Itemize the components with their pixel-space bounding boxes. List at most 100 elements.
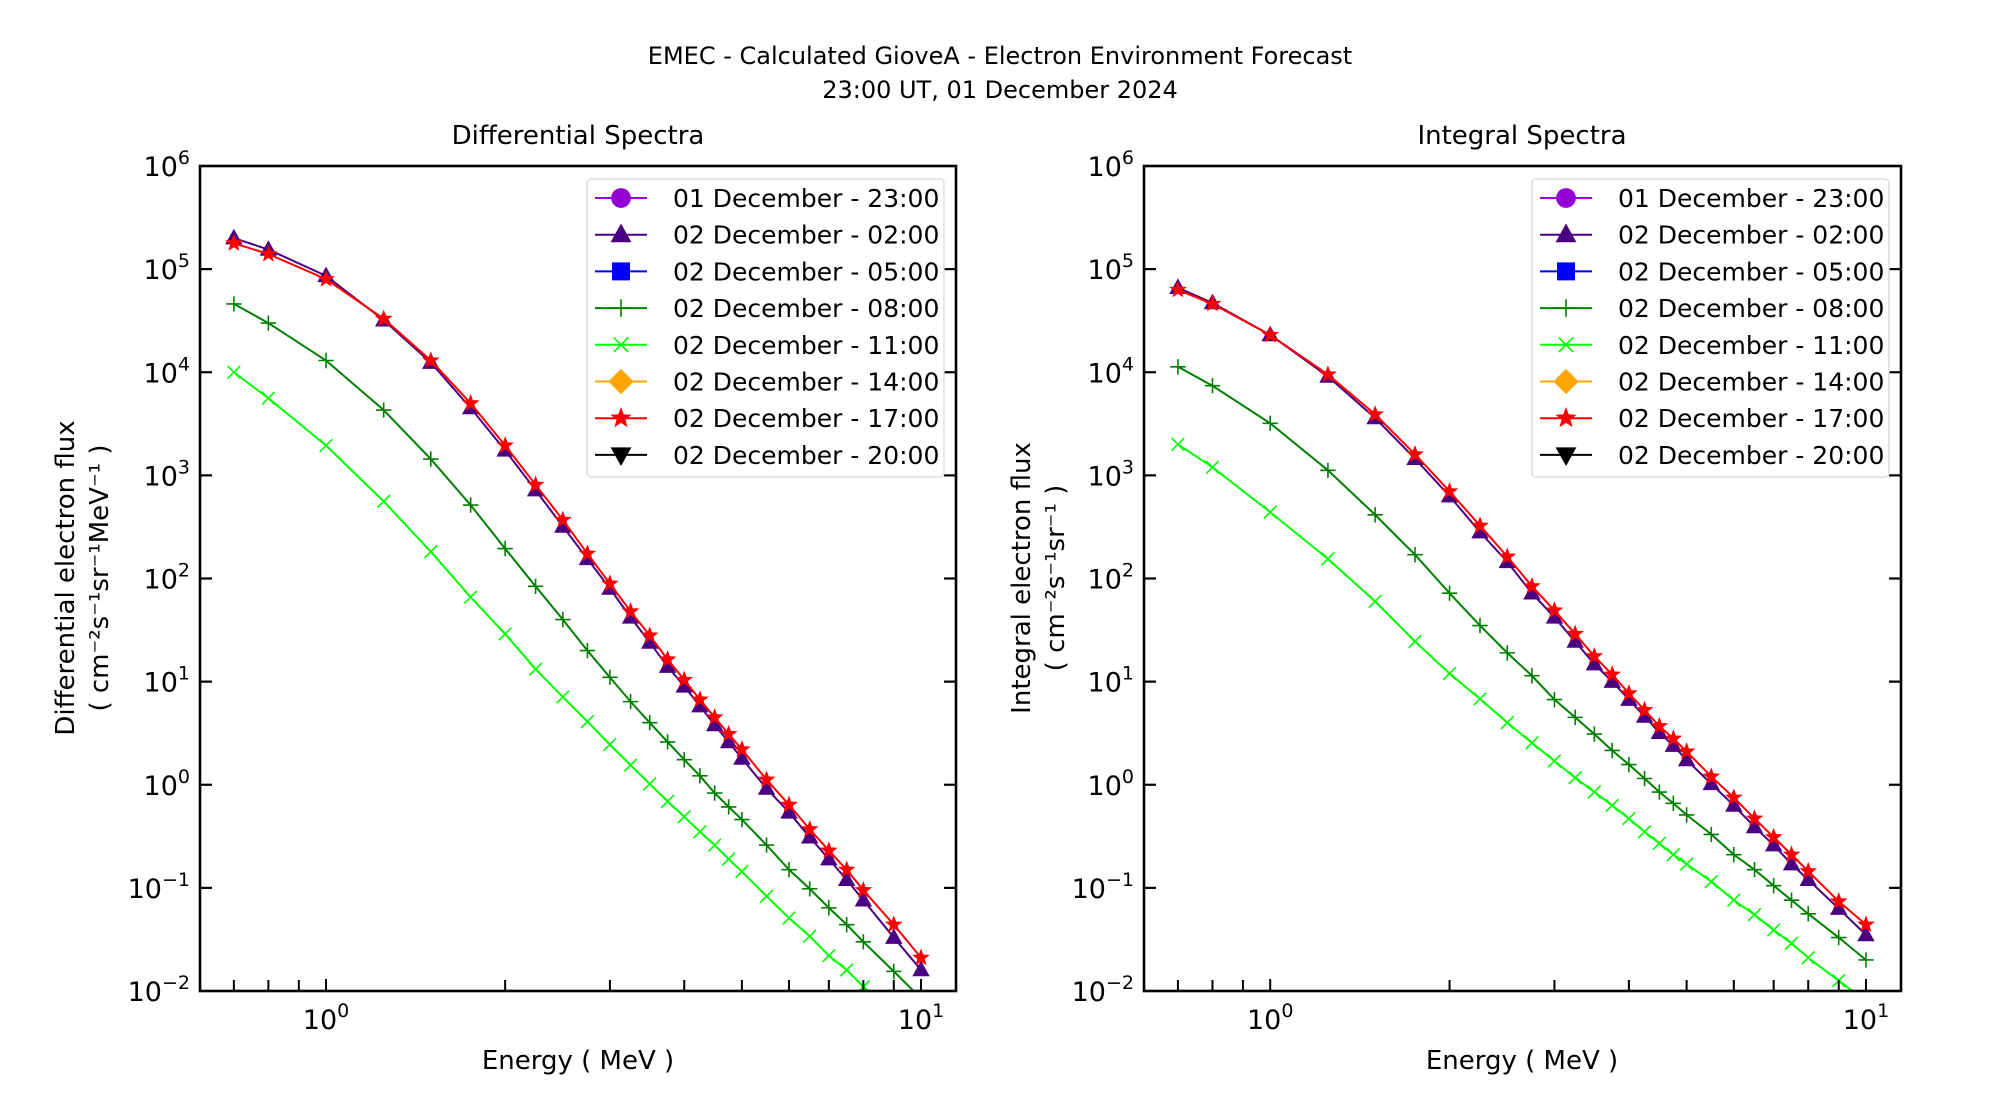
legend-box bbox=[586, 178, 945, 478]
legend-label: 02 December - 08:00 bbox=[673, 294, 939, 323]
data-point bbox=[318, 352, 334, 369]
y-tick-label: 10−2 bbox=[128, 972, 190, 1008]
y-axis-label-line2: ( cm⁻²s⁻¹sr⁻¹ ) bbox=[1041, 485, 1071, 672]
data-point bbox=[659, 734, 676, 750]
data-point bbox=[758, 837, 775, 853]
series-02-december-17-00 bbox=[1169, 280, 1875, 933]
data-point bbox=[757, 770, 776, 788]
data-point bbox=[1319, 365, 1337, 383]
y-tick-label: 102 bbox=[1088, 560, 1134, 596]
data-point bbox=[1441, 585, 1458, 601]
data-point bbox=[912, 960, 930, 977]
data-point bbox=[1829, 892, 1848, 909]
data-point bbox=[658, 650, 677, 667]
data-point bbox=[1547, 754, 1562, 768]
data-point bbox=[497, 540, 513, 557]
y-tick-label: 10−1 bbox=[1072, 869, 1134, 905]
legend-item: 02 December - 11:00 bbox=[595, 331, 939, 360]
data-point bbox=[693, 824, 707, 839]
data-point bbox=[1407, 547, 1423, 563]
y-tick-label: 105 bbox=[144, 250, 190, 286]
data-point bbox=[1679, 857, 1694, 871]
legend-marker-square-icon bbox=[1557, 262, 1575, 281]
data-point bbox=[579, 642, 596, 659]
legend-marker-triangle-up-icon bbox=[1555, 223, 1577, 243]
data-point bbox=[837, 860, 856, 878]
data-point bbox=[1724, 788, 1743, 806]
data-point bbox=[854, 890, 873, 907]
data-point bbox=[782, 911, 796, 925]
data-point bbox=[1782, 854, 1801, 871]
series-02-december-08-00 bbox=[1170, 359, 1874, 968]
y-tick-label: 103 bbox=[1088, 456, 1134, 492]
panel-title: Differential Spectra bbox=[452, 121, 705, 151]
data-point bbox=[1664, 736, 1683, 752]
data-point bbox=[1587, 785, 1602, 799]
data-point bbox=[1622, 811, 1636, 826]
data-point bbox=[1664, 729, 1683, 747]
data-point bbox=[1408, 634, 1422, 649]
data-point bbox=[1702, 767, 1721, 785]
data-point bbox=[1746, 862, 1763, 878]
data-point bbox=[1442, 666, 1457, 681]
data-point bbox=[802, 881, 818, 897]
data-point bbox=[1203, 294, 1222, 312]
legend-item: 02 December - 17:00 bbox=[1540, 404, 1884, 433]
legend-label: 02 December - 02:00 bbox=[1618, 221, 1884, 250]
y-tick-label: 100 bbox=[144, 766, 190, 802]
legend-item: 02 December - 08:00 bbox=[595, 294, 939, 323]
data-point bbox=[705, 708, 724, 725]
legend-label: 01 December - 23:00 bbox=[673, 184, 939, 213]
data-point bbox=[1652, 836, 1667, 851]
y-tick-label: 105 bbox=[1088, 250, 1134, 286]
data-point bbox=[800, 819, 819, 837]
legend-label: 01 December - 23:00 bbox=[1618, 184, 1884, 213]
legend-item: 02 December - 14:00 bbox=[595, 368, 939, 397]
data-point bbox=[1621, 756, 1637, 773]
data-point bbox=[1665, 795, 1682, 812]
data-point bbox=[780, 795, 798, 813]
legend-item: 02 December - 20:00 bbox=[1540, 441, 1884, 470]
data-point bbox=[1471, 516, 1489, 534]
data-point bbox=[528, 662, 543, 677]
legend-marker-circle-icon bbox=[611, 188, 631, 208]
x-axis-label: Energy ( MeV ) bbox=[1426, 1046, 1618, 1076]
data-point bbox=[1603, 672, 1621, 688]
data-point bbox=[735, 864, 749, 879]
data-point bbox=[1782, 845, 1801, 863]
data-point bbox=[1703, 826, 1719, 843]
data-point bbox=[642, 714, 658, 731]
data-point bbox=[1666, 847, 1681, 862]
y-tick-label: 100 bbox=[1088, 766, 1134, 802]
data-point bbox=[1636, 770, 1653, 787]
data-point bbox=[1745, 817, 1764, 834]
data-point bbox=[601, 574, 619, 592]
data-point bbox=[886, 963, 902, 980]
data-point bbox=[1764, 835, 1783, 852]
data-point bbox=[225, 234, 243, 251]
data-point bbox=[733, 740, 751, 757]
data-point bbox=[1635, 707, 1654, 723]
data-point bbox=[1261, 325, 1280, 343]
data-point bbox=[692, 768, 708, 784]
y-tick-label: 104 bbox=[1088, 353, 1134, 389]
legend-label: 02 December - 08:00 bbox=[1618, 294, 1884, 323]
data-point bbox=[839, 963, 854, 977]
y-tick-label: 106 bbox=[144, 147, 190, 183]
data-point bbox=[1171, 437, 1185, 452]
data-point bbox=[1440, 482, 1459, 499]
data-point bbox=[1320, 462, 1336, 478]
data-point bbox=[580, 714, 595, 729]
data-point bbox=[1605, 798, 1620, 813]
data-point bbox=[375, 402, 392, 418]
data-point bbox=[553, 510, 572, 528]
data-point bbox=[675, 677, 693, 693]
data-point bbox=[691, 696, 709, 713]
data-point bbox=[1473, 692, 1487, 706]
data-point bbox=[1857, 915, 1875, 933]
data-point bbox=[226, 296, 242, 312]
data-point bbox=[734, 811, 750, 828]
plot-area bbox=[225, 228, 930, 991]
data-point bbox=[1725, 796, 1743, 812]
